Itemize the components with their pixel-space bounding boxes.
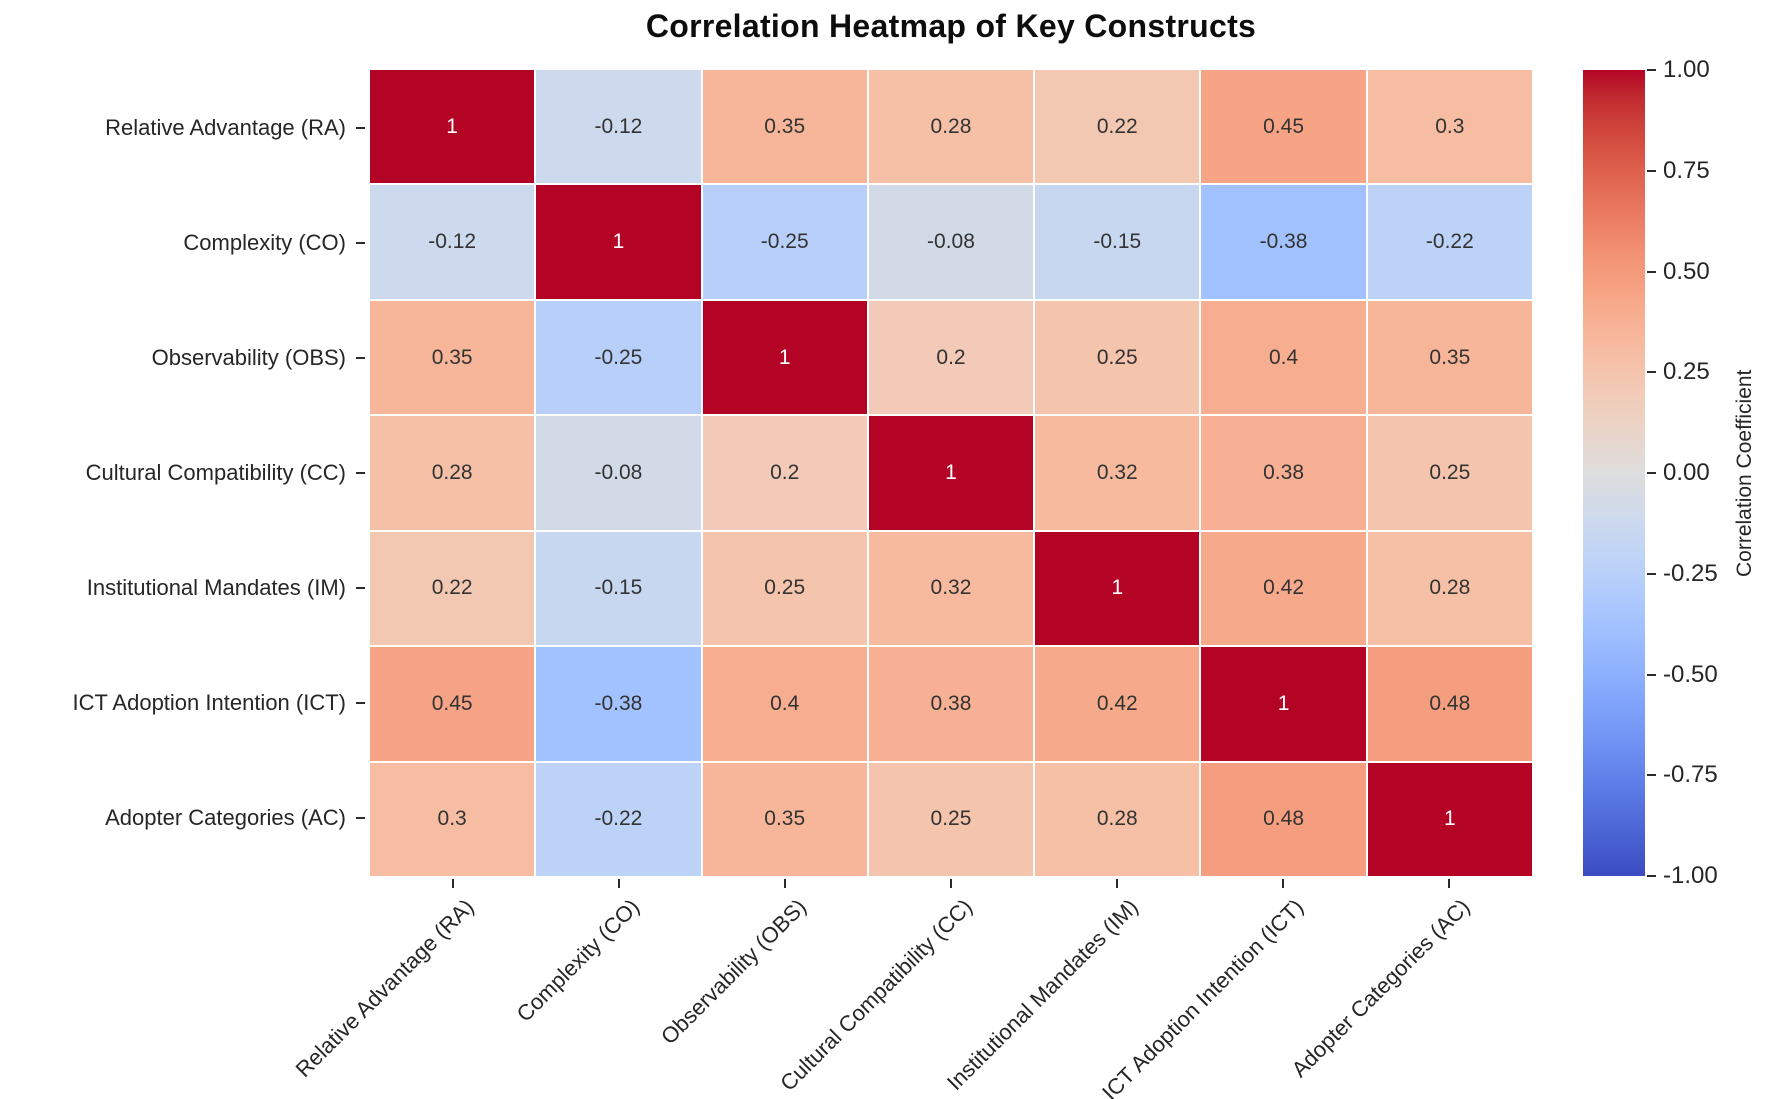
colorbar-tick-label: -1.00 xyxy=(1663,862,1718,889)
heatmap-cell: -0.38 xyxy=(1201,185,1366,299)
axis-tick-mark xyxy=(1647,371,1656,374)
axis-tick-mark xyxy=(950,879,952,888)
axis-tick-mark xyxy=(356,356,365,359)
heatmap-cell: -0.12 xyxy=(370,185,535,299)
heatmap-cell: -0.22 xyxy=(1367,185,1532,299)
heatmap-cell: 0.45 xyxy=(1201,70,1366,184)
heatmap-cell: 0.32 xyxy=(868,531,1034,646)
heatmap-cell: 0.35 xyxy=(702,70,867,184)
x-axis-label: Adopter Categories (AC) xyxy=(1286,894,1475,1083)
heatmap-cell: 0.3 xyxy=(1367,70,1532,184)
colorbar-tick-label: -0.75 xyxy=(1663,761,1718,789)
x-axis-label: Institutional Mandates (IM) xyxy=(941,894,1143,1095)
colorbar-axis-label: Correlation Coefficient xyxy=(1733,369,1756,577)
axis-tick-mark xyxy=(356,817,365,820)
heatmap-cell: -0.12 xyxy=(536,70,701,184)
x-axis-label: Observability (OBS) xyxy=(655,894,811,1050)
axis-tick-mark xyxy=(356,126,365,129)
heatmap-cell: 0.35 xyxy=(1367,300,1532,415)
y-axis-label: Institutional Mandates (IM) xyxy=(86,575,346,601)
y-axis-label: Observability (OBS) xyxy=(151,344,346,370)
heatmap-cell: 0.32 xyxy=(1035,416,1200,530)
axis-tick-mark xyxy=(356,472,365,474)
heatmap-cell: 0.38 xyxy=(868,647,1034,761)
colorbar-tick-label: 0.25 xyxy=(1663,358,1710,386)
axis-tick-mark xyxy=(356,241,365,244)
colorbar-tick-label: -0.50 xyxy=(1663,660,1718,688)
heatmap-cell: 0.28 xyxy=(1035,762,1200,876)
y-axis-label: Cultural Compatibility (CC) xyxy=(85,460,346,485)
x-axis-label: Relative Advantage (RA) xyxy=(290,894,479,1083)
heatmap-cell: -0.38 xyxy=(536,647,701,761)
heatmap-cell: 0.2 xyxy=(868,300,1034,415)
colorbar-tick-label: -0.25 xyxy=(1663,559,1718,587)
colorbar-tick-label: 0.00 xyxy=(1663,459,1710,486)
heatmap-cell: 0.48 xyxy=(1201,762,1366,876)
heatmap-cell: 0.4 xyxy=(1201,300,1366,415)
axis-tick-mark xyxy=(1647,875,1656,877)
heatmap-cell: 0.25 xyxy=(1035,300,1200,415)
y-axis-label: Adopter Categories (AC) xyxy=(105,805,346,831)
colorbar-gradient xyxy=(1583,70,1645,876)
heatmap-cell: 0.4 xyxy=(702,647,867,761)
axis-tick-mark xyxy=(1448,879,1450,888)
axis-tick-mark xyxy=(1647,774,1656,777)
heatmap-cell: 0.48 xyxy=(1367,647,1532,761)
heatmap-cell: 0.25 xyxy=(702,531,867,646)
heatmap-cell: 1 xyxy=(1201,647,1366,761)
heatmap-cell: -0.25 xyxy=(536,300,701,415)
y-axis-label: Complexity (CO) xyxy=(183,229,346,255)
colorbar-tick-label: 0.50 xyxy=(1663,257,1710,285)
heatmap-cell: 0.35 xyxy=(702,762,867,876)
heatmap-cell: 1 xyxy=(536,185,701,299)
heatmap-cell: 0.42 xyxy=(1035,647,1200,761)
axis-tick-mark xyxy=(1116,879,1118,888)
heatmap-cell: 0.25 xyxy=(1367,416,1532,530)
axis-tick-mark xyxy=(1282,879,1284,888)
heatmap-cell: 1 xyxy=(868,416,1034,530)
axis-tick-mark xyxy=(1647,673,1656,676)
heatmap-cell: 1 xyxy=(370,70,535,184)
heatmap-cell: 1 xyxy=(702,300,867,415)
y-axis-label: ICT Adoption Intention (ICT) xyxy=(72,690,346,716)
axis-tick-mark xyxy=(1647,472,1656,474)
heatmap-cell: 0.38 xyxy=(1201,416,1366,530)
heatmap-cell: 0.28 xyxy=(868,70,1034,184)
heatmap-cell: 0.35 xyxy=(370,300,535,415)
heatmap-cell: -0.22 xyxy=(536,762,701,876)
axis-tick-mark xyxy=(356,702,365,705)
heatmap-cell: -0.15 xyxy=(1035,185,1200,299)
axis-tick-mark xyxy=(356,587,365,590)
heatmap-cell: 0.45 xyxy=(370,647,535,761)
axis-tick-mark xyxy=(784,879,786,888)
heatmap-cell: -0.08 xyxy=(536,416,701,530)
heatmap-cell: 1 xyxy=(1367,762,1532,876)
heatmap-cell: 0.42 xyxy=(1201,531,1366,646)
heatmap-cell: 0.25 xyxy=(868,762,1034,876)
heatmap-cell: 1 xyxy=(1035,531,1200,646)
x-axis-label: Cultural Compatibility (CC) xyxy=(774,894,977,1096)
axis-tick-mark xyxy=(1647,169,1656,172)
colorbar-tick-label: 1.00 xyxy=(1663,56,1710,83)
heatmap-cell: 0.2 xyxy=(702,416,867,530)
heatmap-cell: 0.22 xyxy=(370,531,535,646)
axis-tick-mark xyxy=(1647,69,1656,71)
heatmap-grid: 1 -0.12 0.35 0.28 0.22 0.45 0.3 -0.12 1 -0.25 -0.0… xyxy=(370,70,1532,876)
heatmap-cell: 0.28 xyxy=(370,416,535,530)
heatmap-cell: -0.08 xyxy=(868,185,1034,299)
chart-title: Correlation Heatmap of Key Constructs xyxy=(645,8,1257,44)
axis-tick-mark xyxy=(618,879,620,888)
x-axis-label: Complexity (CO) xyxy=(512,894,645,1027)
axis-tick-mark xyxy=(452,879,454,888)
colorbar-tick-label: 0.75 xyxy=(1663,156,1710,184)
heatmap-cell: -0.25 xyxy=(702,185,867,299)
heatmap-cell: 0.22 xyxy=(1035,70,1200,184)
axis-tick-mark xyxy=(1647,270,1656,273)
heatmap-cell: -0.15 xyxy=(536,531,701,646)
axis-tick-mark xyxy=(1647,572,1656,575)
heatmap-cell: 0.28 xyxy=(1367,531,1532,646)
y-axis-label: Relative Advantage (RA) xyxy=(105,114,346,140)
heatmap-cell: 0.3 xyxy=(370,762,535,876)
